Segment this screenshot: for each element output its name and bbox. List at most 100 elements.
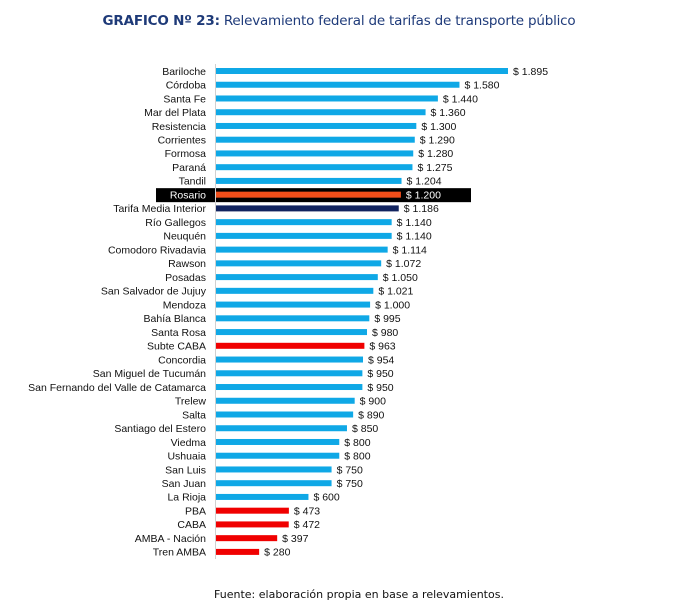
chart-title-text: Relevamiento federal de tarifas de trans… [223,13,576,29]
value-label: $ 1.200 [406,189,441,201]
value-label: $ 1.072 [386,258,421,270]
chart-title: GRAFICO Nº 23: Relevamiento federal de t… [0,13,678,29]
value-label: $ 1.021 [378,286,413,298]
bar [216,356,364,363]
bar [216,122,417,129]
value-label: $ 1.140 [397,217,432,229]
category-label: Tandil [179,176,206,188]
bar [216,205,399,212]
bar [216,370,363,377]
value-label: $ 800 [344,437,370,449]
category-label: Neuquén [163,231,206,243]
category-label: Mar del Plata [144,107,206,119]
bar [216,246,388,253]
bar [216,177,402,184]
category-label: Mendoza [163,299,206,311]
chart-title-prefix: GRAFICO Nº 23: [102,13,220,29]
value-label: $ 850 [352,423,378,435]
category-label: San Salvador de Jujuy [101,286,207,298]
bar [216,342,365,349]
value-label: $ 1.204 [407,176,442,188]
category-label: Bariloche [162,66,206,78]
category-label: Rawson [168,258,206,270]
category-label: Subte CABA [147,341,206,353]
bar [216,384,363,391]
value-label: $ 980 [372,327,398,339]
bar [216,507,289,514]
category-label: Córdoba [166,80,206,92]
category-label: San Juan [162,478,207,490]
bar [216,480,332,487]
value-label: $ 1.280 [418,148,453,160]
category-label: Salta [182,409,206,421]
category-label: La Rioja [167,492,206,504]
bar [216,164,413,171]
bar [216,452,340,459]
category-label: Paraná [172,162,206,174]
bar [216,438,340,445]
value-label: $ 954 [368,354,394,366]
bar [216,81,460,88]
value-label: $ 750 [337,478,363,490]
category-label: San Luis [165,464,206,476]
bar [216,136,415,143]
value-label: $ 900 [360,396,386,408]
category-label: San Fernando del Valle de Catamarca [28,382,206,394]
value-label: $ 397 [282,533,308,545]
value-label: $ 1.140 [397,231,432,243]
bar [216,521,289,528]
value-label: $ 1.300 [421,121,456,133]
bar [216,329,368,336]
category-label: Viedma [171,437,207,449]
bar [216,150,414,157]
value-label: $ 995 [374,313,400,325]
value-label: $ 950 [367,368,393,380]
bar [216,68,508,74]
bar [216,95,438,102]
value-label: $ 1.000 [375,299,410,311]
bar [216,191,401,198]
category-label: Tren AMBA [153,547,206,559]
value-label: $ 1.050 [383,272,418,284]
category-label: Trelew [175,396,207,408]
bar [216,301,371,308]
value-label: $ 1.186 [404,203,439,215]
category-label: Corrientes [158,135,206,147]
category-label: Santa Fe [163,93,206,105]
category-label: Comodoro Rivadavia [108,244,206,256]
category-label: Ushuaia [167,451,206,463]
bar [216,535,278,542]
category-label: Santiago del Estero [114,423,206,435]
value-label: $ 800 [344,451,370,463]
category-label: San Miguel de Tucumán [93,368,206,380]
bar [216,274,378,281]
category-label: Posadas [165,272,206,284]
bar [216,425,347,432]
bar [216,219,392,226]
category-label: Formosa [165,148,207,160]
value-label: $ 890 [358,409,384,421]
bar [216,287,374,294]
value-label: $ 473 [294,505,320,517]
category-label: Santa Rosa [151,327,206,339]
value-label: $ 472 [294,519,320,531]
bar [216,493,309,500]
value-label: $ 1.895 [513,66,548,78]
value-label: $ 1.440 [443,93,478,105]
category-label: PBA [185,505,206,517]
value-label: $ 1.114 [393,244,427,256]
category-label: Rosario [170,189,206,201]
value-label: $ 1.360 [431,107,466,119]
category-label: Concordia [158,354,206,366]
category-label: Río Gallegos [145,217,206,229]
bar [216,397,355,404]
bar [216,315,370,322]
value-label: $ 750 [337,464,363,476]
value-label: $ 963 [369,341,395,353]
category-label: Tarifa Media Interior [113,203,206,215]
category-label: Bahía Blanca [144,313,207,325]
bar [216,548,260,555]
bar [216,466,332,473]
category-label: AMBA - Nación [135,533,206,545]
